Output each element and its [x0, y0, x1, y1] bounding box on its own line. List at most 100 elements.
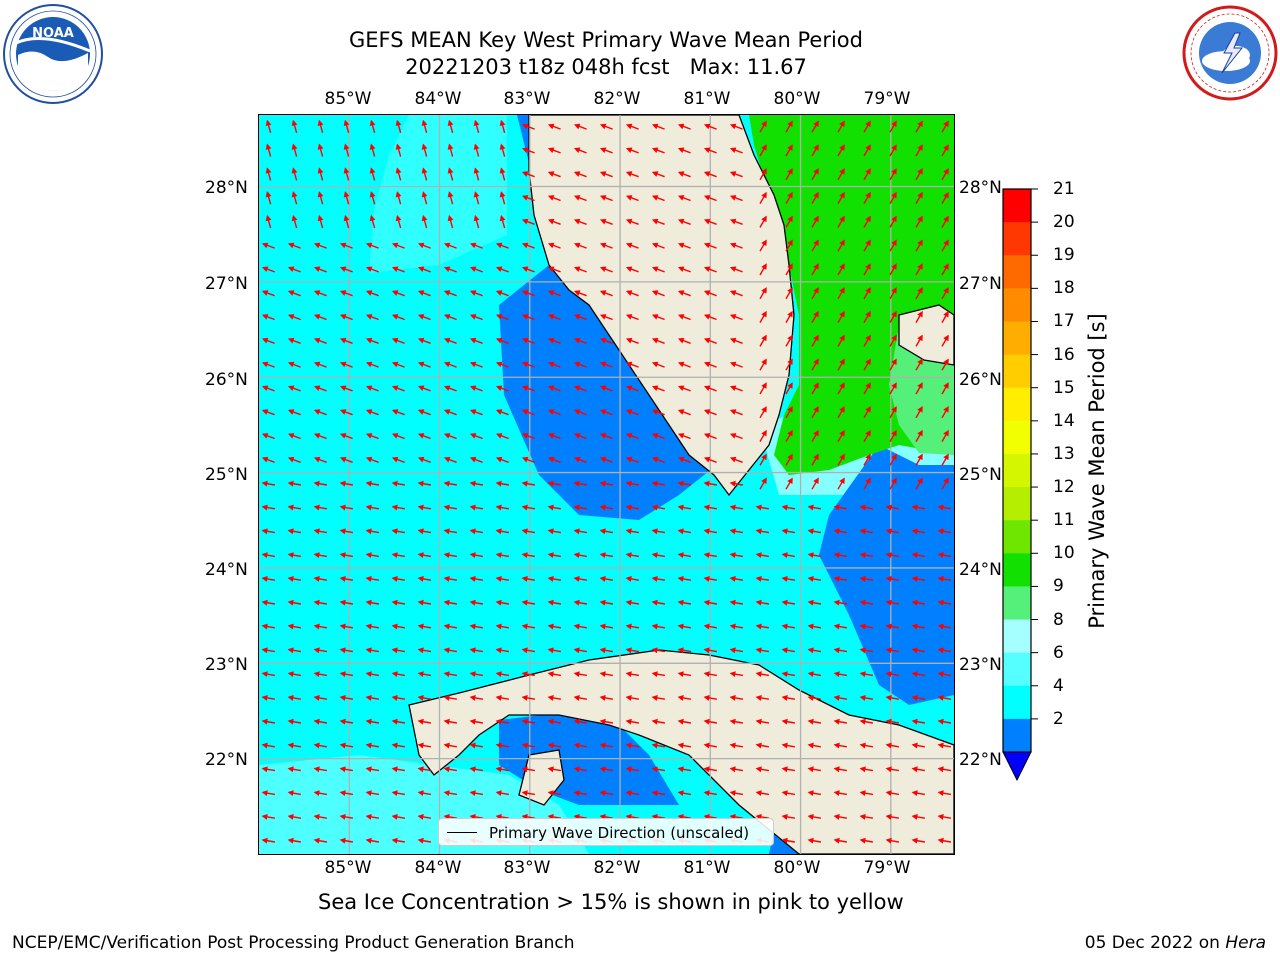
map-legend: Primary Wave Direction (unscaled) [438, 818, 774, 846]
wave-direction-arrowhead [313, 290, 321, 296]
wave-direction-arrowhead [729, 337, 737, 344]
wave-direction-arrowhead [885, 671, 892, 678]
wave-direction-arrowhead [391, 504, 398, 511]
wave-direction-arrowhead [625, 623, 632, 630]
wave-direction-arrowhead [833, 718, 840, 725]
colorbar-label: 8 [1053, 609, 1064, 630]
wave-direction-arrowhead [365, 694, 372, 701]
wave-direction-arrowhead [261, 647, 268, 654]
wave-direction-arrowhead [261, 552, 268, 559]
wave-direction-arrowhead [625, 694, 632, 701]
lat-tick-left: 23°N [205, 655, 248, 675]
wave-direction-arrowhead [807, 694, 814, 701]
wave-direction-arrowhead [625, 575, 632, 582]
wave-direction-arrowhead [369, 191, 376, 198]
wave-direction-arrowhead [521, 575, 528, 582]
wave-direction-arrowhead [573, 290, 581, 296]
wave-direction-arrowhead [365, 766, 372, 773]
wave-direction-arrowhead [443, 766, 450, 773]
wave-direction-arrowhead [781, 718, 788, 725]
wave-direction-arrowhead [859, 742, 866, 749]
wave-direction-arrowhead [547, 337, 555, 344]
wave-direction-arrowhead [287, 433, 295, 439]
wave-direction-arrowhead [599, 647, 606, 654]
wave-direction-arrowhead [417, 718, 424, 725]
wave-direction-arrowhead [729, 456, 737, 463]
wave-direction-arrowhead [625, 599, 632, 606]
colorbar-label: 15 [1053, 377, 1075, 398]
nws-logo [1182, 5, 1278, 101]
wave-direction-arrowhead [891, 215, 897, 223]
colorbar-segment [1003, 387, 1031, 422]
wave-direction-arrowhead [891, 263, 897, 270]
wave-direction-arrowhead [573, 528, 580, 535]
wave-direction-arrowhead [391, 837, 398, 844]
wave-direction-arrowhead [911, 552, 918, 559]
wave-direction-arrowhead [807, 623, 814, 630]
wave-direction-arrowhead [339, 552, 346, 559]
wave-direction-arrowhead [417, 266, 425, 273]
wave-direction-arrowhead [469, 552, 476, 559]
colorbar-label: 11 [1053, 510, 1075, 531]
wave-direction-arrowhead [651, 314, 659, 320]
lat-tick-left: 24°N [205, 560, 248, 580]
wave-direction-arrowhead [369, 143, 376, 150]
wave-direction-arrowhead [625, 647, 632, 654]
wave-direction-arrowhead [703, 456, 711, 463]
wave-direction-arrowhead [891, 406, 897, 413]
wave-direction-arrowhead [937, 623, 944, 630]
wave-direction-arrowhead [261, 766, 268, 773]
wave-direction-arrowhead [761, 144, 767, 151]
wave-direction-arrowhead [521, 409, 529, 415]
wave-direction-arrowhead [755, 694, 762, 701]
wave-direction-arrowhead [391, 528, 398, 535]
colorbar-segment [1003, 619, 1031, 654]
wave-direction-arrowhead [729, 694, 736, 701]
wave-direction-arrowhead [599, 790, 606, 797]
wave-direction-arrowhead [287, 766, 294, 773]
wave-direction-arrowhead [261, 694, 268, 701]
wave-direction-arrowhead [339, 290, 347, 296]
wave-direction-arrowhead [625, 242, 633, 249]
wave-direction-arrowhead [573, 433, 581, 439]
wave-direction-arrowhead [787, 191, 793, 199]
wave-direction-arrowhead [339, 718, 346, 725]
wave-direction-arrowhead [287, 552, 294, 559]
wave-direction-arrowhead [495, 790, 502, 797]
wave-direction-arrowhead [417, 552, 424, 559]
lat-tick-right: 26°N [959, 370, 1002, 390]
wave-direction-arrowhead [781, 504, 788, 511]
wave-direction-arrowhead [755, 790, 762, 797]
wave-direction-arrowhead [885, 504, 892, 511]
colorbar-label: 4 [1053, 675, 1064, 696]
wave-direction-arrowhead [625, 813, 632, 820]
wave-direction-arrowhead [807, 718, 814, 725]
wave-direction-arrowhead [787, 215, 793, 223]
wave-direction-arrowhead [391, 718, 398, 725]
wave-direction-arrowhead [807, 575, 814, 582]
wave-direction-arrowhead [943, 239, 949, 246]
wave-direction-arrowhead [547, 694, 554, 701]
wave-direction-arrowhead [573, 813, 580, 820]
wave-direction-arrowhead [261, 290, 269, 296]
wave-direction-arrowhead [755, 575, 762, 582]
wave-direction-arrowhead [917, 215, 923, 223]
wave-direction-arrowhead [495, 456, 503, 463]
wave-direction-arrowhead [495, 552, 502, 559]
wave-direction-arrowhead [443, 314, 451, 320]
wave-direction-arrowhead [891, 477, 897, 484]
wave-direction-arrowhead [651, 242, 659, 249]
wave-direction-arrowhead [317, 214, 324, 222]
wave-direction-arrowhead [599, 385, 607, 392]
colorbar-label: 21 [1053, 179, 1075, 199]
wave-direction-arrowhead [521, 623, 528, 630]
wave-direction-arrowhead [729, 790, 736, 797]
wave-direction-arrowhead [521, 718, 528, 725]
wave-direction-arrowhead [469, 671, 476, 678]
wave-direction-arrowhead [495, 623, 502, 630]
wave-direction-arrowhead [417, 480, 424, 487]
colorbar-label: 19 [1053, 245, 1075, 266]
wave-direction-arrowhead [573, 409, 581, 415]
wave-direction-arrowhead [391, 766, 398, 773]
wave-direction-arrowhead [317, 119, 324, 127]
